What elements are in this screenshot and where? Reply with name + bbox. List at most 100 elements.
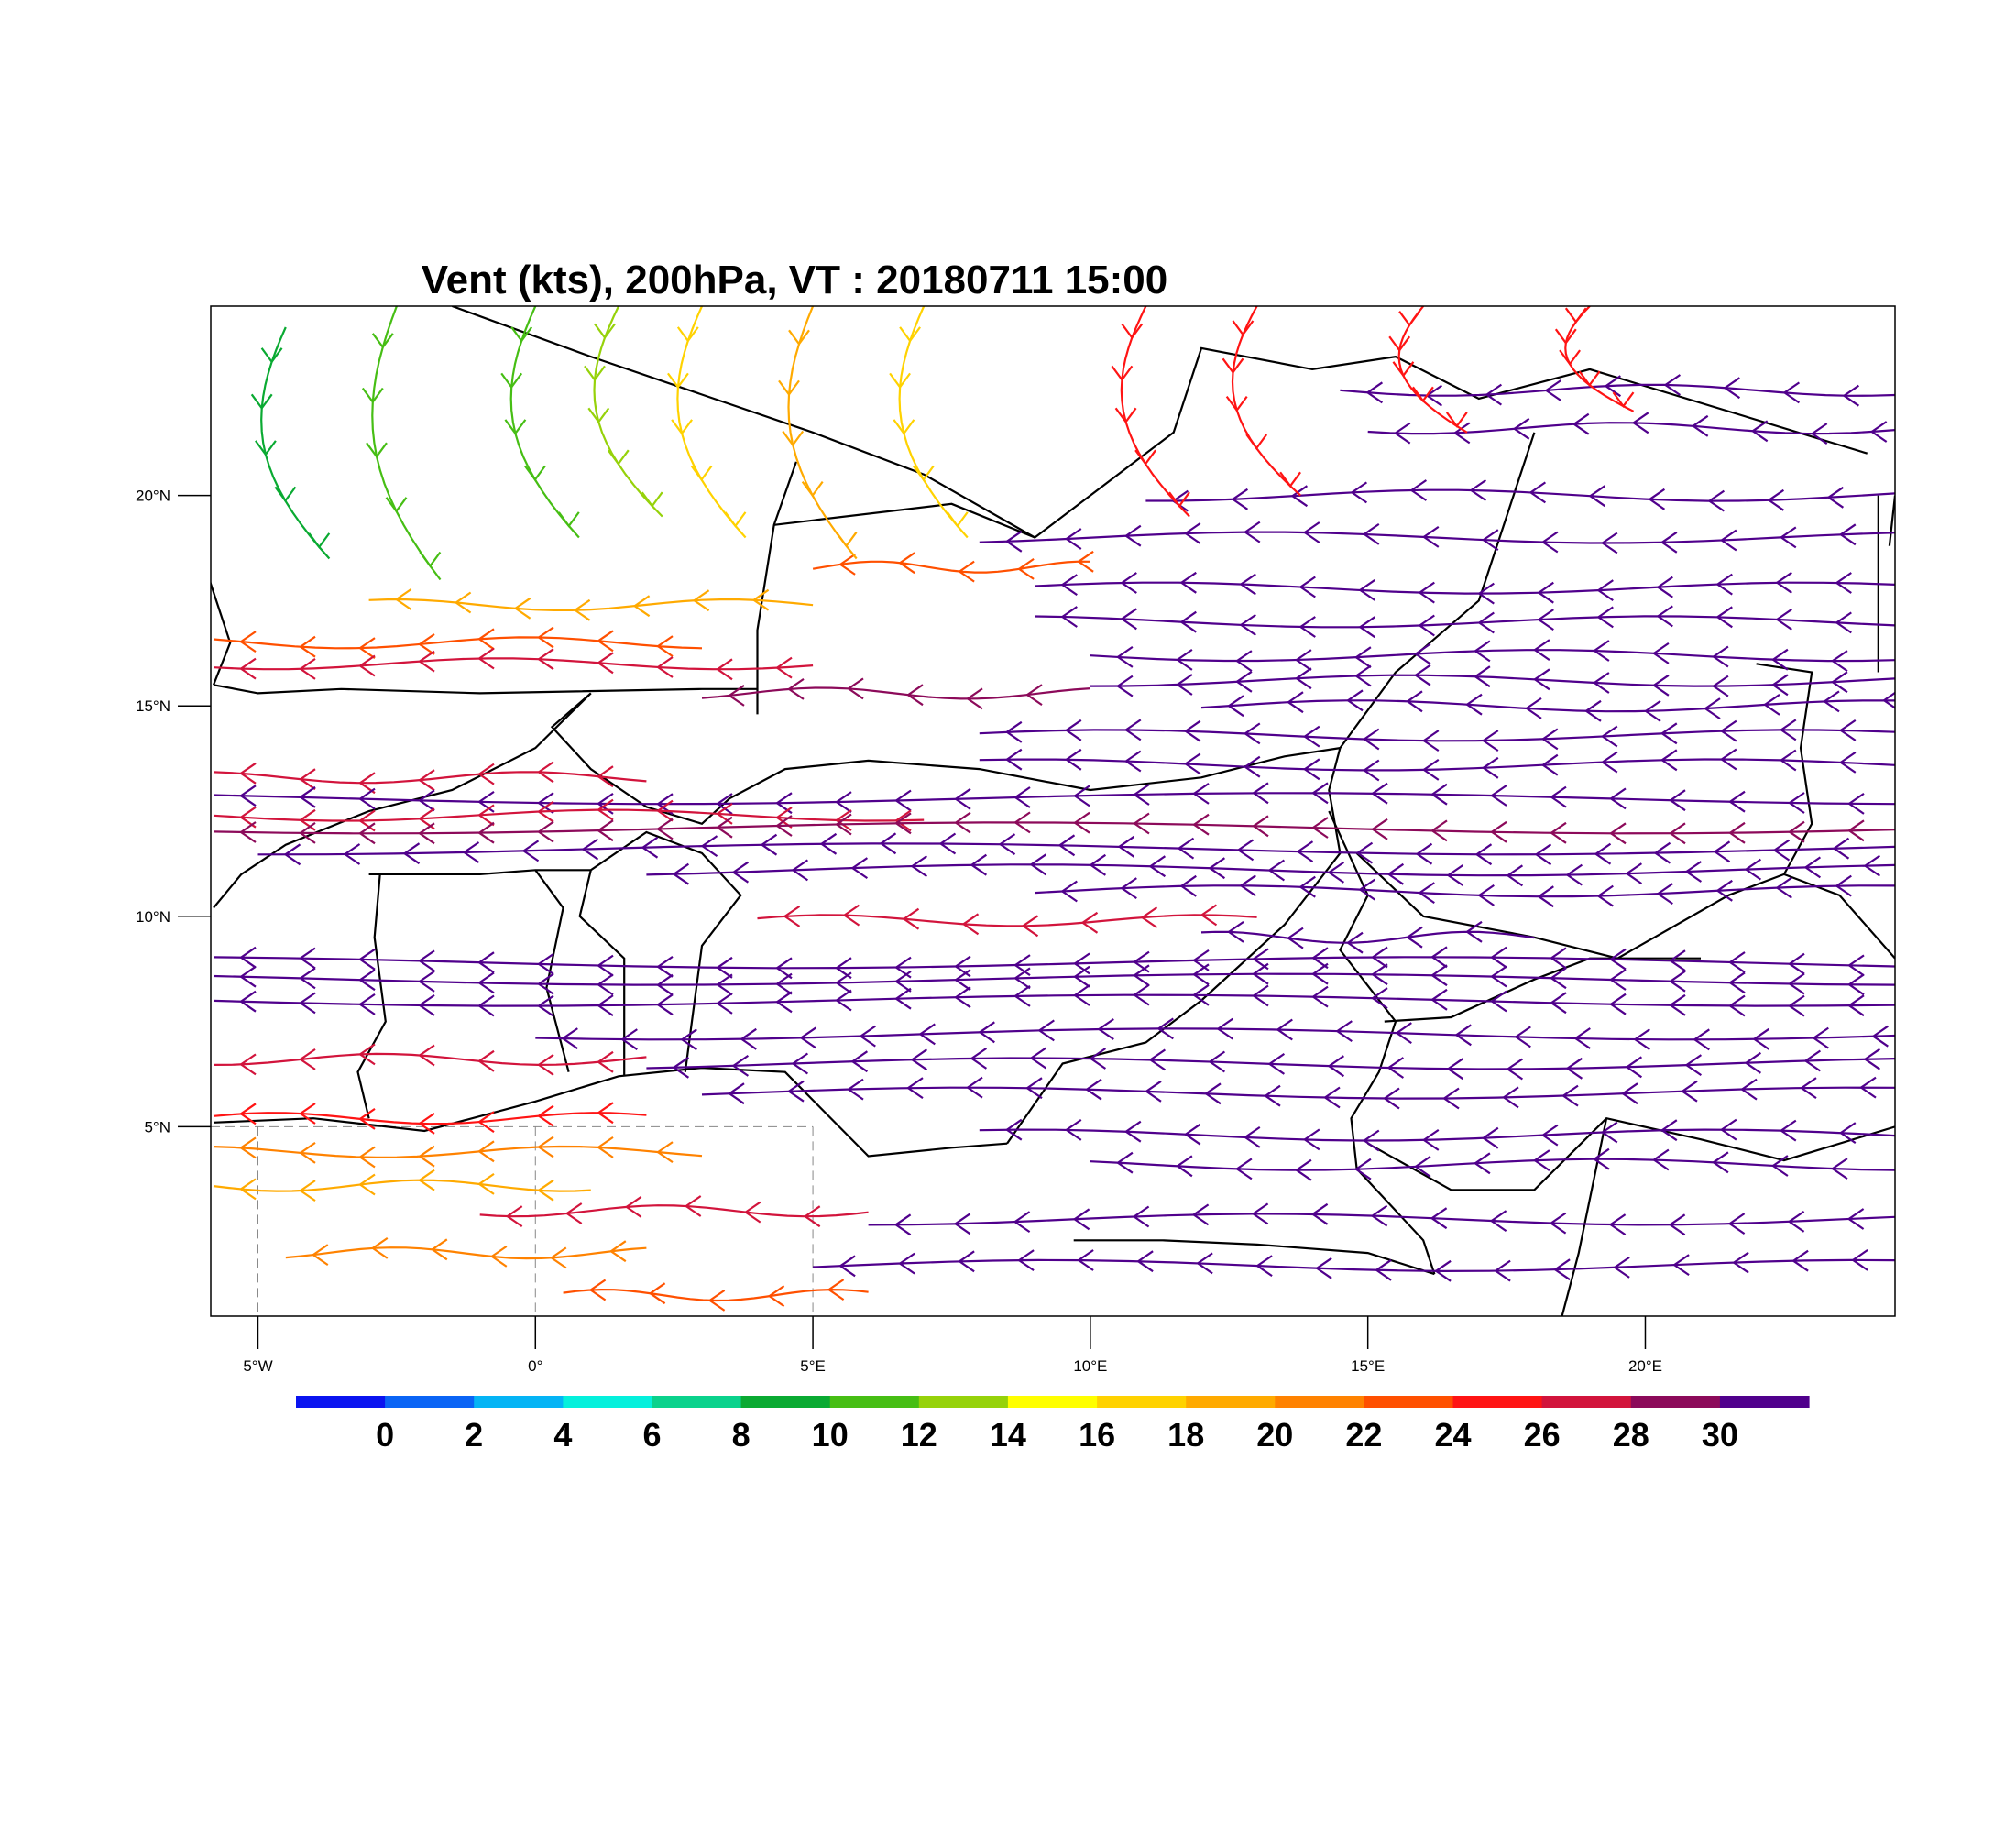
flow-arrowhead	[1715, 606, 1733, 629]
flow-arrowhead	[1323, 1086, 1341, 1109]
lon-tick-label: 0°	[528, 1357, 542, 1375]
flow-arrowhead	[1842, 384, 1860, 407]
flow-arrowhead	[1398, 311, 1420, 327]
country-boundary	[773, 502, 1035, 539]
flow-arrowhead	[1060, 606, 1078, 628]
flow-arrowhead	[775, 957, 793, 980]
flow-arrowhead	[1600, 725, 1618, 748]
flow-arrowhead	[1719, 529, 1737, 552]
flow-arrowhead	[1227, 695, 1244, 718]
flow-arrowhead	[1767, 488, 1785, 511]
colorbar-swatch	[474, 1396, 564, 1408]
streamline	[213, 1169, 591, 1202]
flow-arrowhead	[1156, 1017, 1174, 1040]
flow-arrowhead	[477, 821, 495, 844]
lat-tick-label: 20°N	[136, 488, 170, 505]
streamline	[213, 798, 925, 832]
flow-arrowhead	[283, 843, 301, 866]
flow-arrowhead	[1549, 1212, 1567, 1235]
flow-arrowhead	[1648, 488, 1666, 510]
flow-arrowhead	[477, 1172, 495, 1195]
flow-arrowhead	[1512, 417, 1530, 440]
flow-arrowhead	[656, 1141, 674, 1164]
flow-arrowhead	[1120, 608, 1137, 631]
flow-arrowhead	[1148, 855, 1167, 878]
flow-arrowhead	[1073, 785, 1090, 807]
flow-arrowhead	[970, 1047, 988, 1070]
flow-arrowhead	[1133, 964, 1150, 987]
flow-arrowhead	[358, 993, 376, 1015]
flow-arrowhead	[299, 821, 316, 844]
flow-arrowhead	[462, 841, 480, 863]
flow-arrowhead	[239, 821, 257, 843]
flow-arrowhead	[842, 904, 860, 927]
country-boundary	[578, 870, 626, 1077]
flow-arrowhead	[1192, 963, 1210, 986]
flow-arrowhead	[385, 497, 408, 513]
colorbar-label: 26	[1524, 1416, 1561, 1454]
flow-arrowhead	[250, 393, 273, 411]
streamline	[1111, 306, 1190, 518]
flow-arrowhead	[358, 772, 376, 795]
flow-arrowhead	[1863, 1048, 1881, 1070]
flow-arrowhead	[1004, 1118, 1023, 1141]
flow-arrowhead	[419, 551, 442, 568]
streamline	[213, 1043, 647, 1076]
flow-arrowhead	[1744, 1051, 1762, 1074]
streamline	[1090, 1147, 1895, 1181]
flow-arrowhead	[1132, 1205, 1150, 1228]
flow-arrowhead	[418, 1145, 435, 1168]
flow-arrowhead	[1327, 861, 1345, 884]
flow-arrowhead	[1779, 526, 1797, 549]
flow-arrowhead	[597, 954, 614, 977]
flow-arrowhead	[656, 799, 674, 822]
flow-arrowhead	[1371, 963, 1388, 986]
flow-arrowhead	[1656, 883, 1673, 906]
flow-arrowhead	[724, 511, 747, 528]
flow-arrowhead	[740, 1027, 757, 1050]
flow-arrowhead	[1711, 1151, 1729, 1174]
flow-arrowhead	[1550, 821, 1567, 844]
flow-arrowhead	[620, 1028, 638, 1051]
flow-arrowhead	[1830, 1158, 1848, 1180]
flow-arrowhead	[1097, 1018, 1114, 1040]
flow-arrowhead	[1239, 573, 1256, 596]
flow-arrowhead	[1353, 1158, 1372, 1180]
flow-arrowhead	[1592, 640, 1610, 662]
flow-arrowhead	[1711, 645, 1729, 668]
flow-arrowhead	[672, 862, 690, 885]
flow-arrowhead	[1177, 837, 1195, 860]
streamline	[1090, 664, 1895, 697]
flow-arrowhead	[1600, 751, 1618, 774]
flow-arrowhead	[1823, 690, 1840, 713]
flow-arrowhead	[1114, 407, 1137, 424]
flow-arrowhead	[1584, 699, 1602, 722]
streamline	[213, 761, 647, 795]
streamline	[979, 719, 1895, 752]
flow-arrowhead	[1532, 1149, 1550, 1172]
flow-arrowhead	[1719, 748, 1737, 771]
flow-arrowhead	[1812, 1026, 1829, 1049]
flow-arrowhead	[1779, 1119, 1797, 1142]
flow-arrowhead	[549, 1246, 567, 1269]
flow-arrowhead	[1572, 412, 1590, 435]
flow-arrowhead	[1656, 576, 1673, 598]
flow-arrowhead	[1175, 1155, 1193, 1178]
longitude-axis: 5°W 0° 5°E 10°E 15°E 20°E	[243, 1316, 1662, 1375]
flow-arrowhead	[1609, 787, 1627, 810]
flow-arrowhead	[1540, 1124, 1559, 1147]
flow-arrowhead	[700, 835, 718, 858]
flow-arrowhead	[1375, 1258, 1392, 1281]
flow-arrowhead	[1013, 984, 1031, 1007]
flow-arrowhead	[1064, 528, 1082, 550]
flow-arrowhead	[1430, 783, 1448, 806]
flow-arrowhead	[1077, 550, 1094, 573]
flow-arrowhead	[1120, 877, 1137, 900]
colorbar-swatch	[296, 1396, 386, 1408]
lat-tick-label: 10°N	[136, 908, 170, 926]
flow-arrowhead	[1013, 967, 1031, 990]
flow-arrowhead	[894, 987, 912, 1010]
flow-arrowhead	[1826, 486, 1845, 509]
flow-arrowhead	[1089, 1048, 1107, 1070]
streamline	[213, 983, 1895, 1017]
